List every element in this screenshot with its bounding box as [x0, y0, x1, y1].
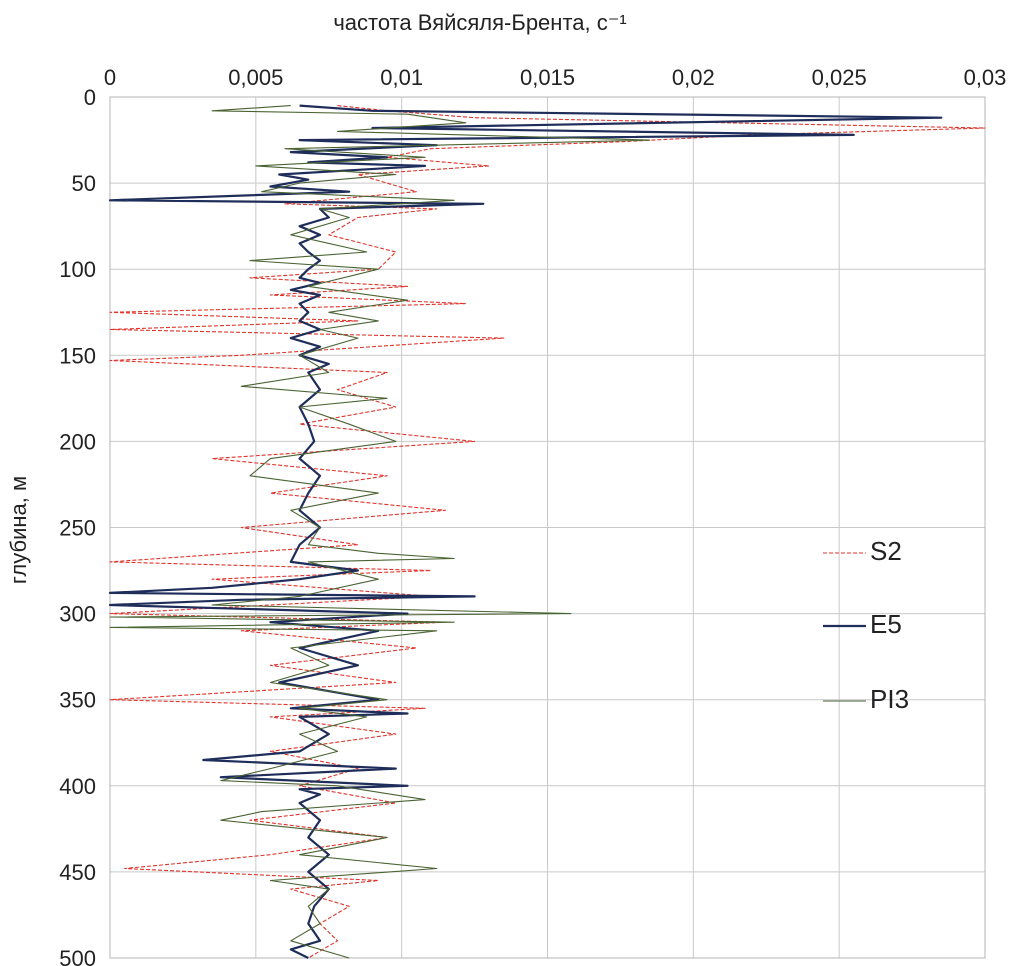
y-tick-label: 400: [59, 774, 96, 799]
y-tick-labels: 0 50 100 150 200 250 300 350 400 450 500: [59, 85, 96, 966]
x-tick-label: 0,03: [964, 65, 1007, 90]
x-tick-label: 0: [104, 65, 116, 90]
x-tick-label: 0,005: [228, 65, 283, 90]
series-line-pi3: [109, 105, 651, 959]
series-line-e5: [108, 104, 943, 959]
y-tick-label: 450: [59, 860, 96, 885]
legend-label-e5: E5: [870, 609, 902, 639]
series-layer: [108, 104, 986, 959]
y-tick-label: 50: [72, 171, 96, 196]
y-tick-label: 0: [84, 85, 96, 110]
y-tick-label: 100: [59, 257, 96, 282]
y-tick-label: 300: [59, 602, 96, 627]
legend-label-s2: S2: [870, 536, 902, 566]
y-tick-label: 200: [59, 429, 96, 454]
x-tick-labels: 0 0,005 0,01 0,015 0,02 0,025 0,03: [104, 65, 1007, 90]
x-tick-label: 0,01: [380, 65, 423, 90]
y-tick-label: 150: [59, 343, 96, 368]
x-tick-label: 0,015: [520, 65, 575, 90]
x-tick-label: 0,025: [812, 65, 867, 90]
plot-frame: [109, 96, 986, 959]
legend: S2 E5 PI3: [823, 536, 909, 714]
x-tick-label: 0,02: [672, 65, 715, 90]
y-tick-label: 250: [59, 516, 96, 541]
x-axis-title: частота Вяйсяля-Брента, с⁻¹: [333, 10, 626, 35]
y-tick-label: 350: [59, 688, 96, 713]
y-axis-title: глубина, м: [6, 476, 31, 584]
legend-label-pi3: PI3: [870, 684, 909, 714]
y-tick-label: 500: [59, 946, 96, 966]
